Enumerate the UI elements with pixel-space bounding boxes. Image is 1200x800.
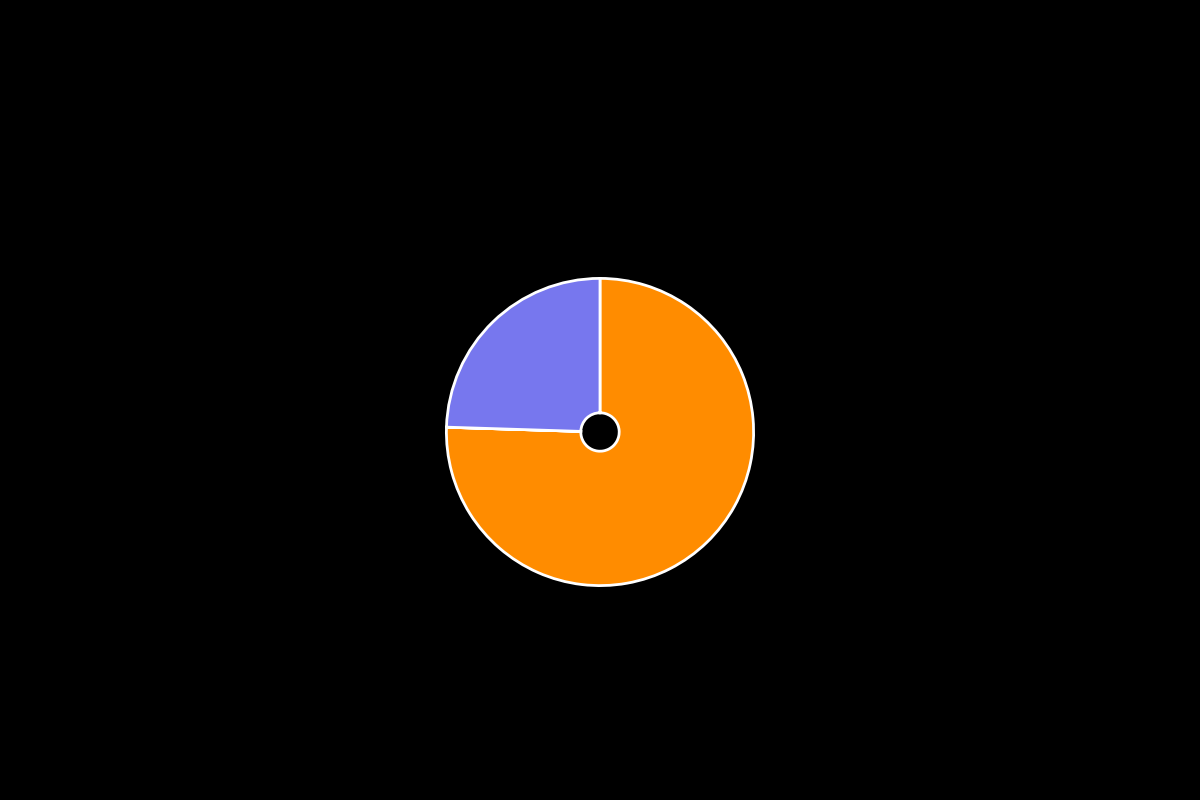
Wedge shape [446,278,754,586]
Wedge shape [446,278,600,431]
Wedge shape [446,427,581,431]
